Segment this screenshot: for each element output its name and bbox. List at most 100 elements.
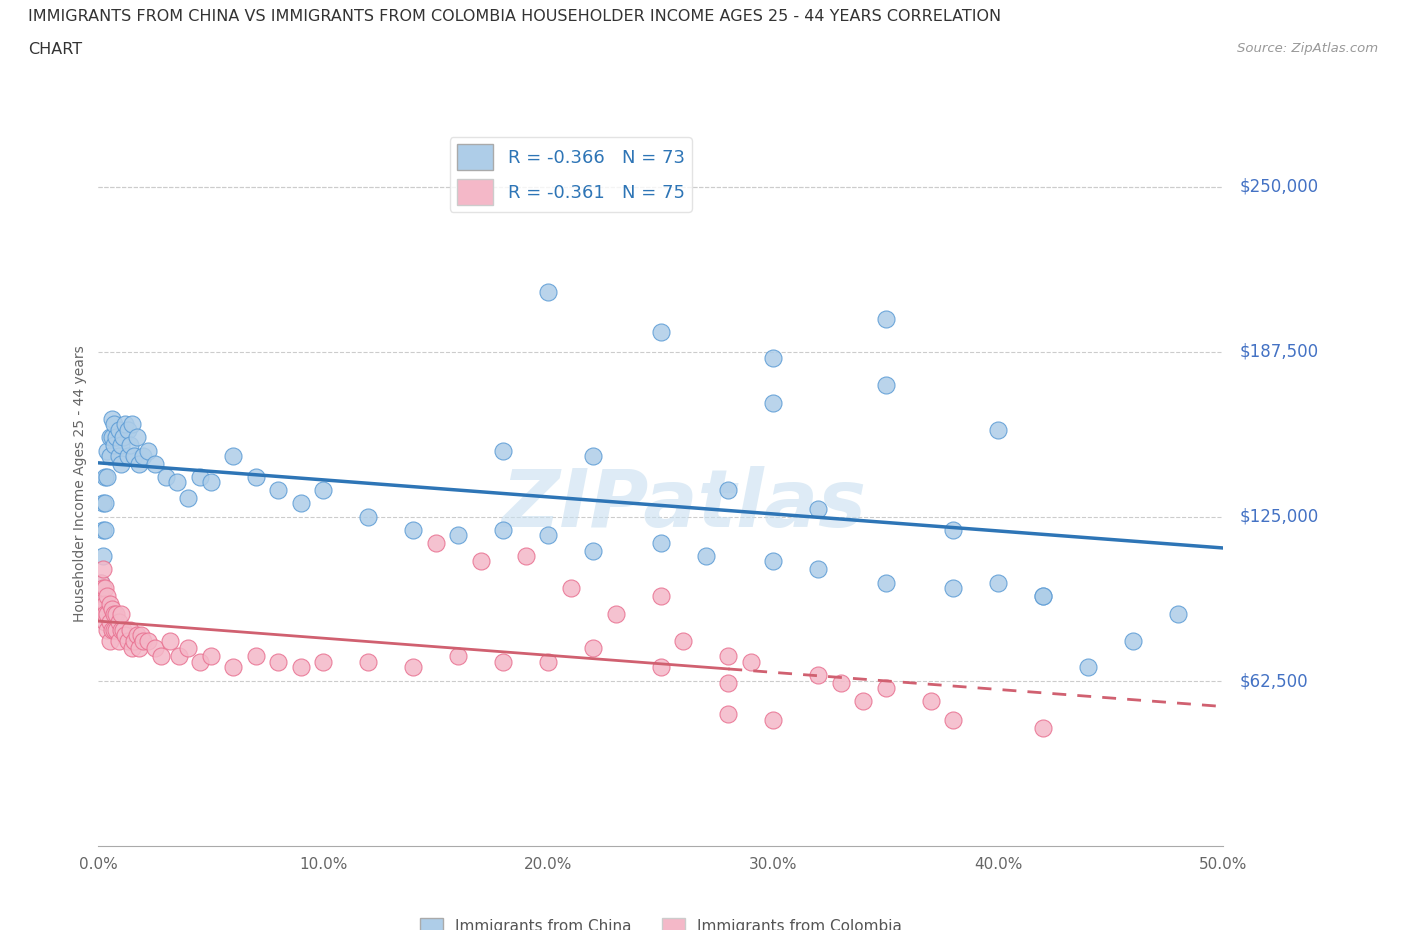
Point xyxy=(136,633,159,648)
Point xyxy=(155,470,177,485)
Legend: Immigrants from China, Immigrants from Colombia: Immigrants from China, Immigrants from C… xyxy=(413,912,908,930)
Point xyxy=(605,606,627,621)
Point xyxy=(1167,606,1189,621)
Point xyxy=(492,444,515,458)
Point xyxy=(96,589,118,604)
Point xyxy=(875,378,897,392)
Point xyxy=(101,622,124,637)
Point xyxy=(128,641,150,656)
Point xyxy=(105,430,128,445)
Point xyxy=(875,681,897,696)
Point xyxy=(96,470,118,485)
Point xyxy=(110,438,132,453)
Point xyxy=(1032,589,1054,604)
Point xyxy=(143,457,166,472)
Point xyxy=(103,606,125,621)
Point xyxy=(110,606,132,621)
Point xyxy=(114,417,136,432)
Point xyxy=(91,496,114,511)
Point xyxy=(101,430,124,445)
Point xyxy=(94,606,117,621)
Text: IMMIGRANTS FROM CHINA VS IMMIGRANTS FROM COLOMBIA HOUSEHOLDER INCOME AGES 25 - 4: IMMIGRANTS FROM CHINA VS IMMIGRANTS FROM… xyxy=(28,9,1001,24)
Point xyxy=(582,448,605,463)
Y-axis label: Householder Income Ages 25 - 44 years: Householder Income Ages 25 - 44 years xyxy=(73,345,87,622)
Point xyxy=(125,430,148,445)
Point xyxy=(188,654,211,669)
Point xyxy=(717,707,740,722)
Point xyxy=(807,501,830,516)
Point xyxy=(91,523,114,538)
Point xyxy=(96,622,118,637)
Point xyxy=(103,622,125,637)
Point xyxy=(312,483,335,498)
Point xyxy=(112,622,135,637)
Point xyxy=(650,659,672,674)
Point xyxy=(188,470,211,485)
Point xyxy=(222,448,245,463)
Text: $125,000: $125,000 xyxy=(1240,508,1319,525)
Point xyxy=(98,596,121,611)
Point xyxy=(91,562,114,577)
Point xyxy=(492,654,515,669)
Point xyxy=(112,430,135,445)
Point xyxy=(98,633,121,648)
Point xyxy=(150,649,173,664)
Point xyxy=(875,575,897,590)
Point xyxy=(875,312,897,326)
Point xyxy=(290,496,312,511)
Point xyxy=(177,491,200,506)
Point xyxy=(114,628,136,643)
Point xyxy=(942,523,965,538)
Point xyxy=(402,659,425,674)
Point xyxy=(94,470,117,485)
Point xyxy=(717,649,740,664)
Point xyxy=(159,633,181,648)
Point xyxy=(94,580,117,595)
Point xyxy=(245,470,267,485)
Point xyxy=(762,395,785,410)
Point xyxy=(537,654,560,669)
Point xyxy=(107,422,129,437)
Point xyxy=(942,712,965,727)
Point xyxy=(124,633,146,648)
Point xyxy=(136,444,159,458)
Point xyxy=(740,654,762,669)
Point xyxy=(107,448,129,463)
Point xyxy=(560,580,582,595)
Point xyxy=(762,554,785,569)
Point xyxy=(920,694,942,709)
Point xyxy=(101,602,124,617)
Point xyxy=(1032,720,1054,735)
Point xyxy=(101,412,124,427)
Point xyxy=(94,615,117,630)
Point xyxy=(107,633,129,648)
Point xyxy=(96,444,118,458)
Point xyxy=(852,694,875,709)
Point xyxy=(117,448,139,463)
Point xyxy=(143,641,166,656)
Point xyxy=(762,351,785,365)
Point xyxy=(447,527,470,542)
Point xyxy=(118,438,141,453)
Point xyxy=(987,422,1010,437)
Point xyxy=(91,549,114,564)
Point xyxy=(105,622,128,637)
Point xyxy=(169,649,191,664)
Point xyxy=(90,589,112,604)
Point xyxy=(110,457,132,472)
Point xyxy=(96,606,118,621)
Point xyxy=(447,649,470,664)
Point xyxy=(1032,589,1054,604)
Point xyxy=(90,606,112,621)
Point xyxy=(132,448,155,463)
Point xyxy=(91,580,114,595)
Point xyxy=(118,622,141,637)
Point xyxy=(1122,633,1144,648)
Point xyxy=(117,422,139,437)
Point xyxy=(222,659,245,674)
Point xyxy=(290,659,312,674)
Point xyxy=(121,641,143,656)
Point xyxy=(717,675,740,690)
Point xyxy=(515,549,537,564)
Point xyxy=(807,562,830,577)
